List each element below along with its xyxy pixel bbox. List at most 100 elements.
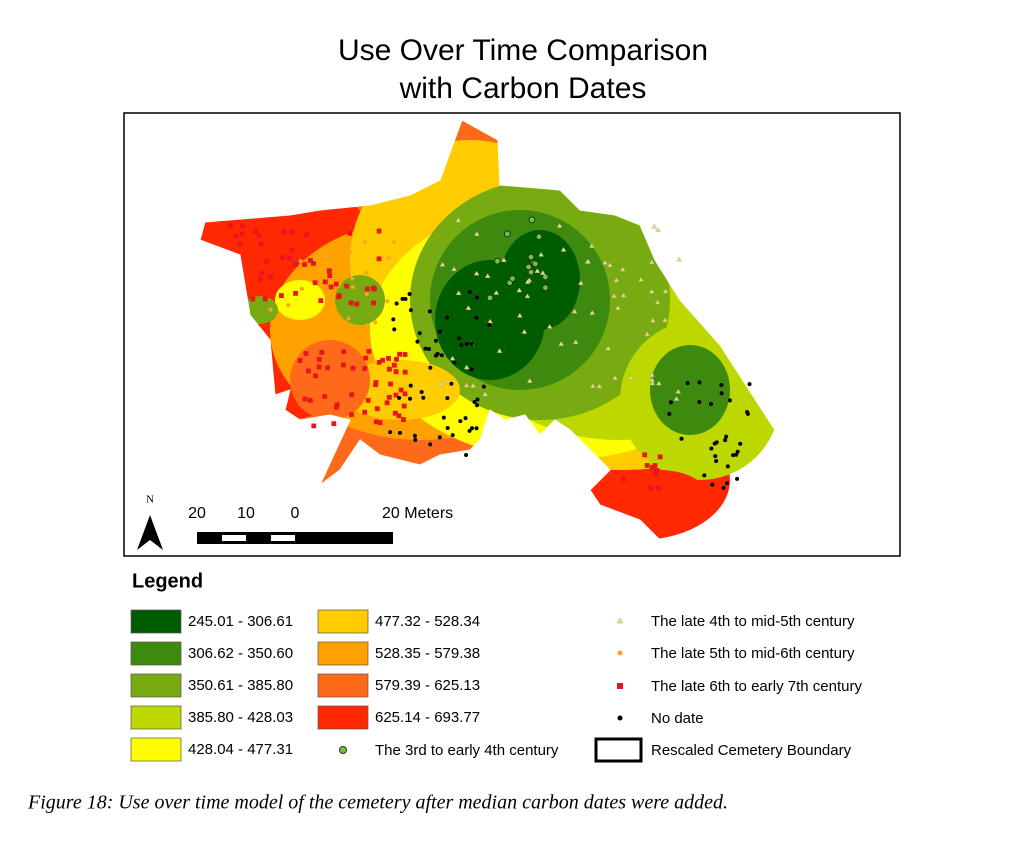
legend-swatch — [130, 673, 182, 698]
point — [281, 228, 287, 234]
point — [445, 426, 450, 431]
legend: 245.01 - 306.61 306.62 - 350.60 350.61 - 3… — [130, 609, 862, 763]
point — [303, 232, 309, 238]
point — [322, 279, 328, 285]
point — [458, 419, 463, 424]
point — [253, 228, 258, 234]
point — [509, 275, 516, 283]
point — [474, 426, 479, 431]
point — [349, 412, 354, 418]
point — [589, 310, 596, 315]
point — [250, 296, 256, 302]
point — [441, 415, 446, 420]
point — [366, 348, 372, 354]
point — [437, 381, 444, 387]
point — [392, 240, 397, 245]
point — [239, 231, 245, 237]
point — [615, 305, 621, 310]
point — [279, 255, 285, 260]
point — [524, 279, 531, 284]
point — [644, 331, 650, 337]
north-label: N — [146, 494, 154, 506]
point — [538, 251, 544, 257]
point — [571, 308, 578, 314]
point — [612, 375, 618, 380]
title: with Carbon Dates — [399, 72, 647, 105]
point — [228, 223, 234, 228]
legend-swatch — [130, 737, 182, 762]
point — [467, 428, 472, 433]
point — [654, 299, 661, 305]
point — [402, 369, 408, 375]
point — [470, 383, 476, 388]
point — [535, 233, 543, 241]
point — [727, 398, 732, 403]
point — [481, 384, 486, 389]
contour-zone — [650, 345, 730, 435]
point — [373, 320, 378, 325]
point — [627, 375, 634, 380]
point — [685, 381, 690, 386]
point — [642, 452, 648, 458]
contour-zone — [335, 275, 385, 325]
legend-label: The late 4th to mid-5th century — [651, 613, 855, 630]
point — [616, 617, 624, 624]
point — [346, 316, 351, 321]
point — [482, 391, 488, 397]
point — [675, 388, 682, 394]
point — [376, 256, 382, 262]
point — [326, 268, 332, 274]
point — [539, 270, 546, 275]
point — [392, 410, 398, 416]
point — [311, 423, 317, 429]
point — [617, 715, 623, 721]
point — [472, 399, 477, 404]
legend-swatch — [130, 641, 182, 666]
point — [524, 293, 531, 299]
point — [386, 394, 392, 400]
north-arrow — [137, 515, 163, 550]
point — [496, 348, 503, 353]
point — [364, 286, 370, 292]
point — [394, 356, 399, 362]
point — [452, 360, 457, 365]
point — [439, 261, 446, 267]
point — [402, 352, 408, 357]
point — [648, 486, 654, 492]
point — [541, 273, 549, 281]
point — [293, 290, 298, 296]
scale-label: 20 Meters — [382, 505, 453, 522]
point — [384, 400, 390, 406]
legend-label: The late 5th to mid-6th century — [651, 645, 855, 662]
point — [521, 328, 528, 334]
point — [735, 449, 740, 454]
scale-label: 20 — [188, 505, 206, 522]
point — [474, 295, 479, 300]
point — [240, 223, 246, 229]
point — [289, 247, 295, 253]
legend-label: 477.32 - 528.34 — [375, 613, 480, 630]
point — [303, 351, 309, 356]
point — [473, 270, 480, 276]
point — [391, 362, 397, 368]
point — [464, 342, 469, 347]
point — [655, 226, 661, 232]
point — [474, 315, 479, 320]
point — [697, 380, 702, 385]
legend-title: Legend — [132, 570, 203, 592]
point — [236, 241, 242, 246]
point — [397, 430, 402, 435]
point — [325, 365, 331, 371]
point — [334, 402, 340, 408]
contour-zone — [500, 230, 580, 330]
point — [312, 280, 318, 286]
point — [417, 331, 422, 336]
point — [450, 433, 455, 438]
point — [348, 300, 354, 306]
point — [350, 276, 355, 281]
point — [287, 255, 292, 261]
point — [373, 380, 379, 385]
point — [709, 446, 714, 451]
point — [387, 366, 392, 372]
point — [391, 317, 396, 322]
